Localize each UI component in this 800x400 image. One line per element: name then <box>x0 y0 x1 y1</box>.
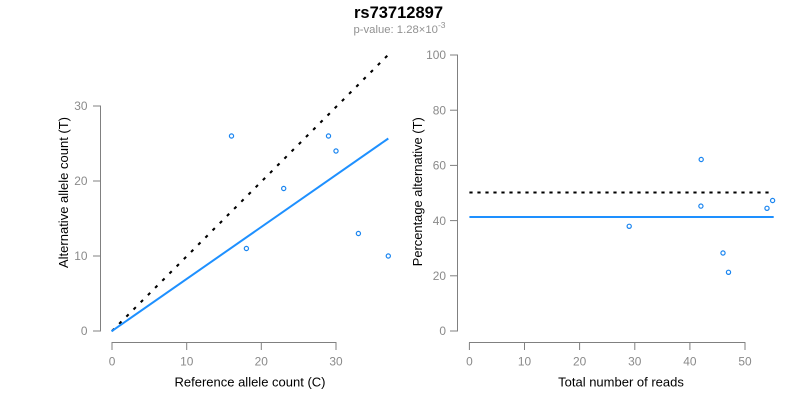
svg-text:0: 0 <box>466 355 473 369</box>
svg-text:30: 30 <box>628 355 642 369</box>
svg-text:40: 40 <box>433 214 447 228</box>
svg-text:Reference allele count (C): Reference allele count (C) <box>174 375 325 390</box>
svg-text:60: 60 <box>433 159 447 173</box>
svg-text:10: 10 <box>518 355 532 369</box>
svg-text:10: 10 <box>180 355 194 369</box>
svg-text:Percentage alternative (T): Percentage alternative (T) <box>410 117 425 266</box>
svg-text:p-value: 1.28×10-3: p-value: 1.28×10-3 <box>353 20 445 36</box>
svg-text:20: 20 <box>255 355 269 369</box>
svg-text:0: 0 <box>109 355 116 369</box>
svg-text:20: 20 <box>573 355 587 369</box>
svg-text:rs73712897: rs73712897 <box>354 4 443 22</box>
svg-text:40: 40 <box>683 355 697 369</box>
svg-text:Total number of reads: Total number of reads <box>558 375 684 390</box>
svg-text:100: 100 <box>426 48 446 62</box>
svg-text:Alternative allele count (T): Alternative allele count (T) <box>56 117 71 268</box>
svg-text:30: 30 <box>329 355 343 369</box>
svg-text:80: 80 <box>433 103 447 117</box>
svg-text:0: 0 <box>439 324 446 338</box>
svg-text:10: 10 <box>74 249 88 263</box>
svg-text:0: 0 <box>81 324 88 338</box>
svg-text:20: 20 <box>433 269 447 283</box>
svg-text:30: 30 <box>74 99 88 113</box>
svg-text:20: 20 <box>74 174 88 188</box>
svg-text:50: 50 <box>738 355 752 369</box>
